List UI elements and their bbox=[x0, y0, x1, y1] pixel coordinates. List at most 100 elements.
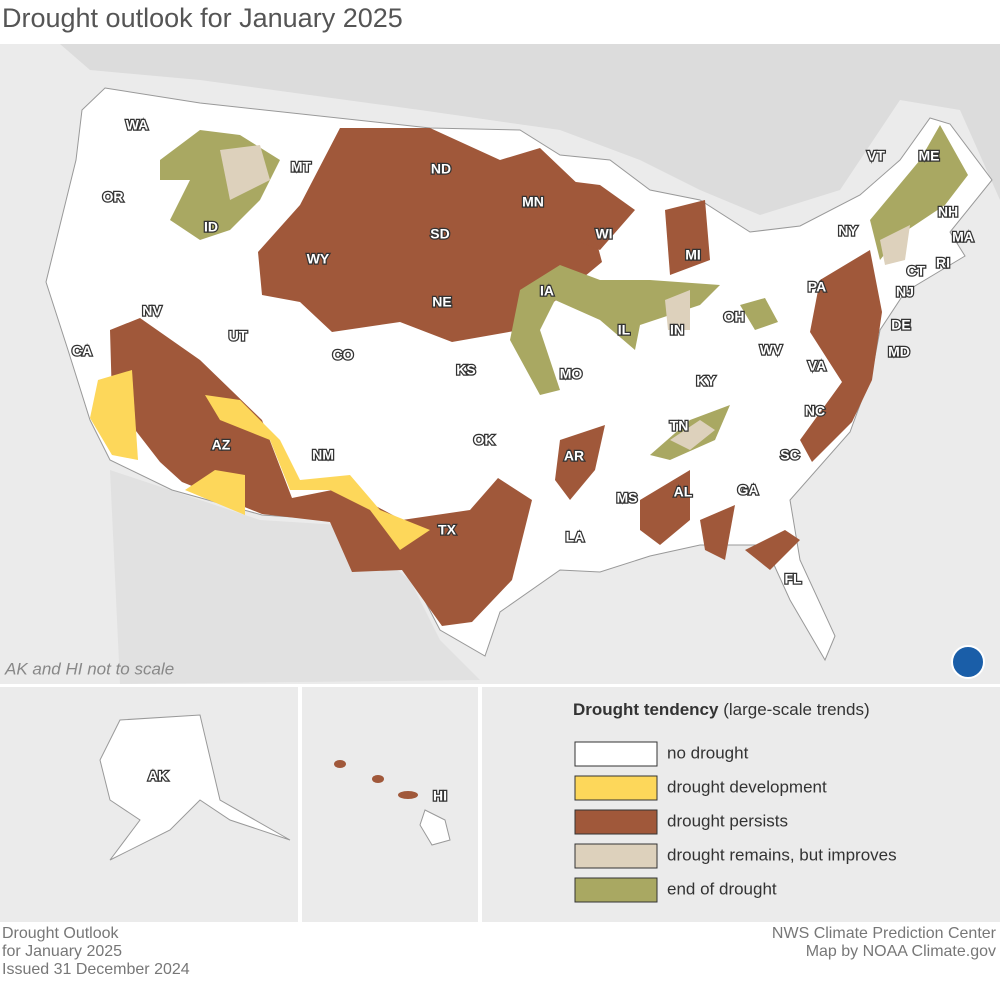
state-label: MN bbox=[522, 194, 544, 210]
area bbox=[90, 370, 138, 460]
footer-right: NWS Climate Prediction Center bbox=[772, 925, 997, 942]
state-label: AK bbox=[148, 768, 168, 784]
island bbox=[334, 760, 346, 768]
state-label: MA bbox=[952, 229, 974, 245]
state-label: NV bbox=[142, 303, 162, 319]
area bbox=[800, 250, 882, 462]
state-label: CA bbox=[72, 343, 92, 359]
state-label: IN bbox=[670, 322, 684, 338]
state-label: CT bbox=[907, 263, 926, 279]
hawaii-islands bbox=[334, 760, 418, 799]
state-label: FL bbox=[784, 571, 802, 587]
area bbox=[665, 200, 710, 275]
area bbox=[670, 420, 715, 450]
state-label: VA bbox=[808, 358, 826, 374]
legend: no drought drought development drought per… bbox=[574, 741, 897, 903]
area bbox=[870, 125, 968, 260]
legend-title: Drought tendency (large-scale trends) bbox=[573, 700, 870, 719]
state-label: WA bbox=[126, 117, 149, 133]
state-label: WV bbox=[760, 342, 783, 358]
state-label: MD bbox=[888, 344, 910, 360]
state-label: DE bbox=[891, 317, 910, 333]
state-label: NH bbox=[938, 204, 958, 220]
island bbox=[372, 775, 384, 783]
legend-label: no drought bbox=[667, 743, 749, 762]
state-label: AZ bbox=[212, 437, 231, 453]
footer-left: Issued 31 December 2024 bbox=[2, 961, 190, 978]
state-label: RI bbox=[936, 255, 950, 271]
state-label: OR bbox=[103, 189, 124, 205]
drought-areas bbox=[90, 125, 968, 626]
state-label: IA bbox=[540, 283, 554, 299]
state-label: UT bbox=[229, 328, 248, 344]
legend-subtitle: (large-scale trends) bbox=[723, 700, 869, 719]
area bbox=[665, 290, 690, 330]
mexico bbox=[110, 470, 480, 684]
title: Drought outlook for January 2025 bbox=[2, 3, 403, 33]
legend-swatch bbox=[574, 843, 658, 869]
footer-left: for January 2025 bbox=[2, 943, 122, 960]
state-label: IL bbox=[618, 322, 631, 338]
legend-swatch bbox=[574, 741, 658, 767]
hi-panel bbox=[302, 687, 478, 922]
legend-swatch bbox=[574, 775, 658, 801]
state-label: KY bbox=[696, 373, 716, 389]
state-label: NM bbox=[312, 447, 334, 463]
state-label: ND bbox=[431, 161, 451, 177]
big-island bbox=[419, 809, 451, 846]
island bbox=[398, 791, 418, 799]
state-label: NJ bbox=[896, 284, 914, 300]
state-label: NY bbox=[838, 223, 858, 239]
state-label: MS bbox=[617, 490, 638, 506]
state-label: MI bbox=[685, 247, 701, 263]
state-label: WY bbox=[307, 251, 330, 267]
area bbox=[745, 530, 800, 570]
state-label: TN bbox=[670, 418, 689, 434]
area bbox=[220, 145, 270, 200]
scale-note: AK and HI not to scale bbox=[4, 659, 174, 678]
area bbox=[555, 425, 605, 500]
state-label: OH bbox=[724, 309, 745, 325]
legend-label: end of drought bbox=[667, 879, 777, 898]
legend-swatch bbox=[574, 809, 658, 835]
state-label: WI bbox=[595, 226, 612, 242]
area bbox=[560, 180, 635, 250]
state-label: NC bbox=[805, 403, 825, 419]
area bbox=[185, 470, 245, 515]
state-label: HI bbox=[433, 788, 447, 804]
legend-swatch bbox=[574, 877, 658, 903]
area bbox=[740, 298, 778, 330]
state-label: AR bbox=[564, 448, 584, 464]
state-label: CO bbox=[333, 347, 354, 363]
state-label: ID bbox=[204, 219, 218, 235]
area bbox=[110, 318, 532, 626]
state-label: OK bbox=[474, 432, 495, 448]
state-label: AL bbox=[674, 484, 693, 500]
legend-panel bbox=[482, 687, 1000, 922]
area bbox=[205, 395, 430, 550]
state-label: MT bbox=[291, 159, 312, 175]
legend-label: drought remains, but improves bbox=[667, 845, 897, 864]
state-label: GA bbox=[738, 482, 759, 498]
state-label: ME bbox=[919, 148, 940, 164]
state-label: NE bbox=[432, 294, 451, 310]
footer-right: Map by NOAA Climate.gov bbox=[806, 943, 996, 960]
legend-label: drought development bbox=[667, 777, 827, 796]
area bbox=[510, 265, 720, 395]
legend-label: drought persists bbox=[667, 811, 788, 830]
area bbox=[880, 225, 910, 265]
area bbox=[258, 128, 602, 342]
area bbox=[700, 505, 735, 560]
state-label: PA bbox=[808, 279, 826, 295]
legend-heading: Drought tendency bbox=[573, 700, 719, 719]
footer-left: Drought Outlook bbox=[2, 925, 120, 942]
area bbox=[640, 470, 690, 545]
canada bbox=[60, 44, 1000, 215]
state-label: SC bbox=[780, 447, 799, 463]
state-label: SD bbox=[430, 226, 449, 242]
alaska bbox=[99, 714, 291, 861]
state-label: TX bbox=[438, 522, 457, 538]
state-labels: WA OR ID MT ND MN WI MI VT ME NH MA NY CT RI PA NJ DE MD SD… bbox=[71, 115, 976, 805]
